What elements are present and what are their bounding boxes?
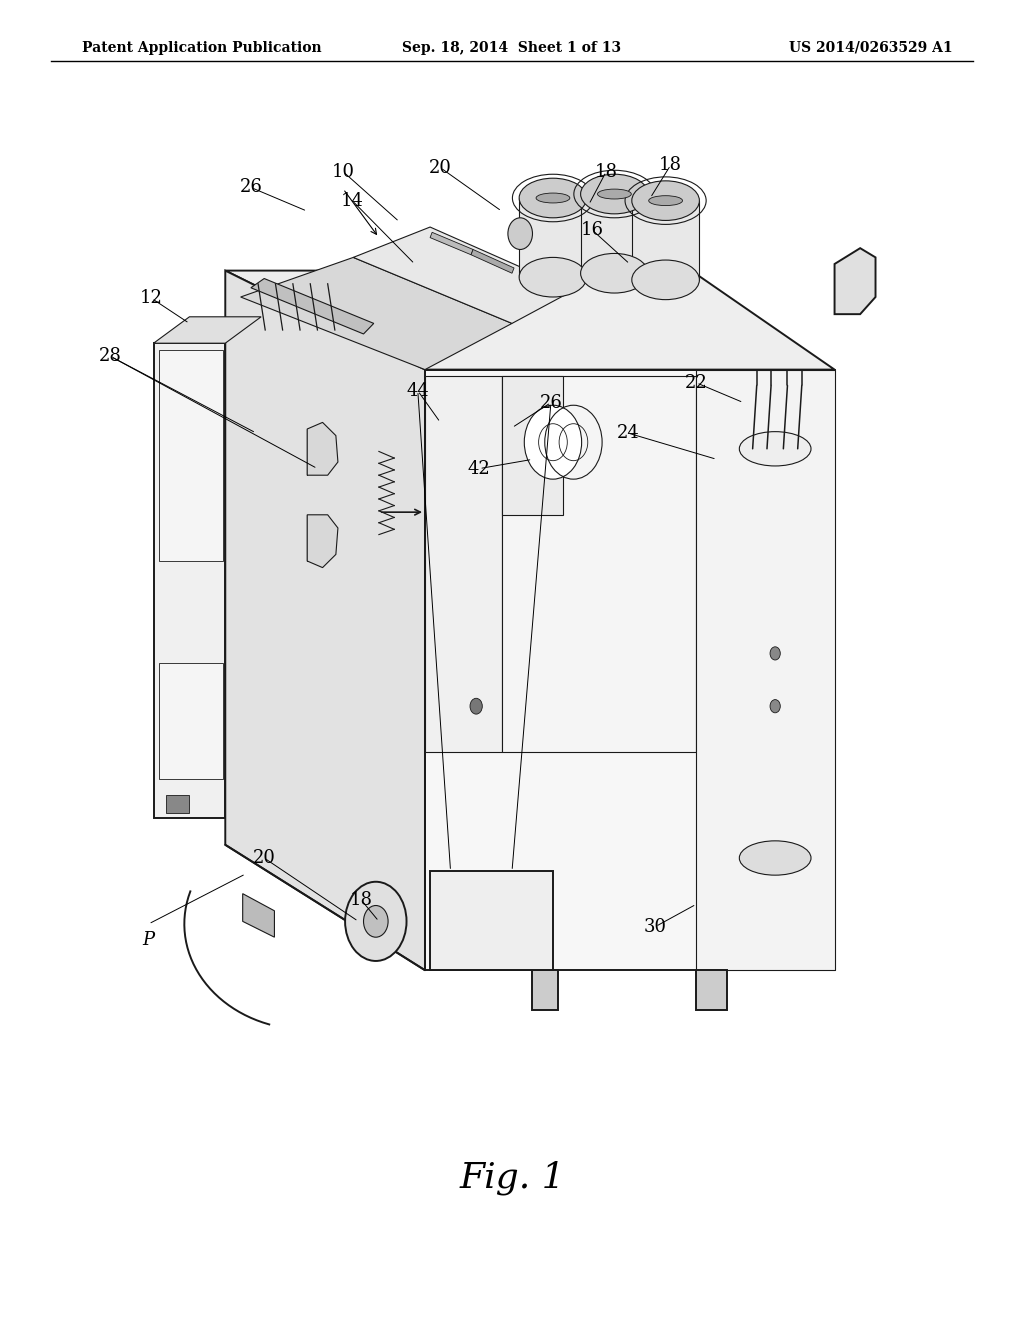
Polygon shape [835,248,876,314]
Text: 18: 18 [595,162,617,181]
Ellipse shape [632,181,699,220]
Polygon shape [696,370,835,970]
Ellipse shape [519,257,587,297]
Polygon shape [353,227,573,323]
Polygon shape [154,317,261,343]
Circle shape [508,218,532,249]
Circle shape [345,882,407,961]
Ellipse shape [739,841,811,875]
Text: 26: 26 [240,178,262,197]
Polygon shape [243,894,274,937]
Text: 20: 20 [429,158,452,177]
Text: 18: 18 [350,891,373,909]
Text: 20: 20 [253,849,275,867]
Text: 28: 28 [99,347,122,366]
Polygon shape [307,515,338,568]
Ellipse shape [739,432,811,466]
Ellipse shape [581,174,648,214]
Polygon shape [532,970,558,1010]
Text: Patent Application Publication: Patent Application Publication [82,41,322,54]
Polygon shape [241,257,512,370]
Circle shape [364,906,388,937]
Polygon shape [159,663,223,779]
Polygon shape [581,194,648,273]
Text: 16: 16 [581,220,603,239]
Circle shape [770,700,780,713]
Polygon shape [632,201,699,280]
Polygon shape [225,271,425,970]
Text: 24: 24 [616,424,639,442]
Circle shape [770,647,780,660]
Text: P: P [142,931,155,949]
Text: 42: 42 [468,459,490,478]
Text: Sep. 18, 2014  Sheet 1 of 13: Sep. 18, 2014 Sheet 1 of 13 [402,41,622,54]
Text: US 2014/0263529 A1: US 2014/0263529 A1 [788,41,952,54]
Ellipse shape [649,195,682,206]
Polygon shape [471,249,514,273]
Polygon shape [425,376,502,752]
Polygon shape [519,198,587,277]
Polygon shape [154,343,225,818]
Polygon shape [425,370,835,970]
Ellipse shape [537,193,569,203]
Circle shape [524,405,582,479]
Polygon shape [159,350,223,561]
Polygon shape [430,232,473,255]
Polygon shape [502,376,696,752]
Circle shape [470,698,482,714]
Ellipse shape [581,253,648,293]
Text: Fig. 1: Fig. 1 [459,1160,565,1195]
Polygon shape [166,795,189,813]
Ellipse shape [632,260,699,300]
Text: 12: 12 [140,289,163,308]
Text: 44: 44 [407,381,429,400]
Polygon shape [502,376,563,515]
Text: 22: 22 [685,374,708,392]
Text: 26: 26 [540,393,562,412]
Polygon shape [430,871,553,970]
Polygon shape [696,970,727,1010]
Text: 14: 14 [341,191,364,210]
Polygon shape [307,422,338,475]
Text: 10: 10 [332,162,354,181]
Polygon shape [251,279,374,334]
Polygon shape [225,271,835,370]
Ellipse shape [519,178,587,218]
Ellipse shape [598,189,631,199]
Text: 30: 30 [644,917,667,936]
Text: 18: 18 [659,156,682,174]
